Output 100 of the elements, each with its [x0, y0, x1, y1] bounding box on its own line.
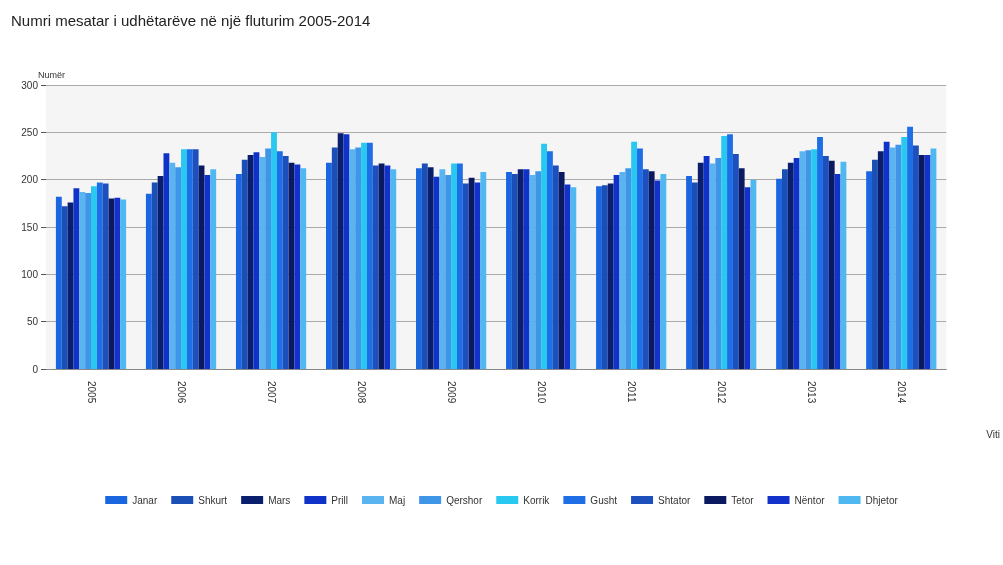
bar [300, 168, 307, 369]
bar [421, 163, 428, 369]
bar [366, 142, 373, 369]
bar [642, 169, 649, 369]
bar [883, 141, 890, 369]
bar [175, 167, 182, 369]
bar [834, 173, 841, 369]
x-axis-title: Viti [986, 428, 1001, 440]
bar [776, 178, 782, 369]
bar [817, 137, 823, 369]
bar [547, 151, 553, 369]
bar [186, 149, 193, 369]
bar [181, 149, 187, 369]
x-tick-label: 2014 [895, 381, 907, 404]
legend-label: Qershor [446, 494, 483, 506]
bar [895, 144, 902, 369]
bar [480, 172, 487, 369]
x-tick-label: 2010 [535, 381, 547, 404]
bar [265, 148, 272, 369]
bar [912, 145, 919, 369]
bar [151, 182, 158, 369]
bar [294, 164, 301, 369]
legend-label: Mars [268, 494, 291, 506]
y-tick-label: 100 [21, 268, 39, 280]
x-tick-label: 2008 [355, 381, 367, 404]
bar [445, 174, 452, 369]
bar [625, 168, 632, 369]
bar [439, 169, 446, 369]
bar [601, 185, 608, 369]
bar [715, 157, 722, 369]
bar [877, 151, 884, 369]
bar [259, 156, 266, 369]
legend-label: Tetor [731, 494, 755, 506]
legend-label: Maj [389, 494, 406, 506]
bar [390, 169, 397, 369]
bar [918, 155, 925, 369]
bar [241, 159, 248, 369]
bar [85, 192, 92, 369]
bar [535, 171, 542, 369]
bar [529, 174, 536, 369]
bar [169, 162, 176, 369]
bar [204, 174, 211, 369]
bar [691, 182, 698, 369]
bar [331, 147, 338, 369]
y-tick-label: 150 [21, 221, 39, 233]
bar [781, 169, 788, 369]
bar [541, 143, 548, 369]
bar [145, 193, 152, 369]
bar [235, 173, 242, 369]
bar [793, 157, 800, 369]
bar [727, 134, 733, 369]
bar [828, 160, 835, 369]
bar [355, 147, 362, 369]
bar [372, 165, 379, 369]
y-axis-title: Numër [38, 69, 66, 80]
bar [738, 168, 745, 369]
bar [822, 156, 829, 369]
bar [468, 177, 475, 369]
chart-title: Numri mesatar i udhëtarëve në një fluturim 2005-2014 [11, 12, 371, 29]
legend-label: Shtator [658, 494, 691, 506]
bar [686, 175, 692, 369]
bar [73, 188, 80, 369]
bar [378, 163, 385, 369]
bar [631, 141, 638, 369]
bar [427, 167, 434, 369]
bar [247, 155, 254, 369]
bar [276, 151, 283, 369]
bar [192, 149, 199, 369]
bar [114, 197, 121, 369]
bar [271, 132, 277, 369]
bar [349, 149, 356, 369]
bar [907, 126, 913, 369]
legend-label: Janar [132, 494, 158, 506]
legend-label: Korrik [523, 494, 551, 506]
bar [787, 162, 794, 369]
x-tick-label: 2011 [625, 381, 637, 403]
x-tick-label: 2005 [85, 381, 97, 404]
bar [361, 142, 367, 369]
bar [596, 186, 602, 369]
x-tick-label: 2007 [265, 381, 277, 404]
bar [61, 206, 68, 369]
bar [210, 169, 217, 369]
x-tick-label: 2013 [805, 381, 817, 404]
bar [703, 156, 710, 369]
bar [558, 172, 565, 369]
bar [325, 162, 332, 369]
x-tick-label: 2012 [715, 381, 727, 404]
y-tick-label: 200 [21, 174, 39, 186]
bar [511, 173, 518, 369]
bar [619, 172, 626, 369]
bar [451, 163, 457, 369]
bar [163, 153, 170, 369]
bar [552, 165, 559, 369]
bar [732, 154, 739, 369]
bar [416, 168, 422, 369]
legend-label: Dhjetor [865, 494, 899, 506]
bar [456, 163, 463, 369]
bar [750, 179, 757, 369]
bar [607, 183, 614, 369]
bar [506, 172, 512, 369]
